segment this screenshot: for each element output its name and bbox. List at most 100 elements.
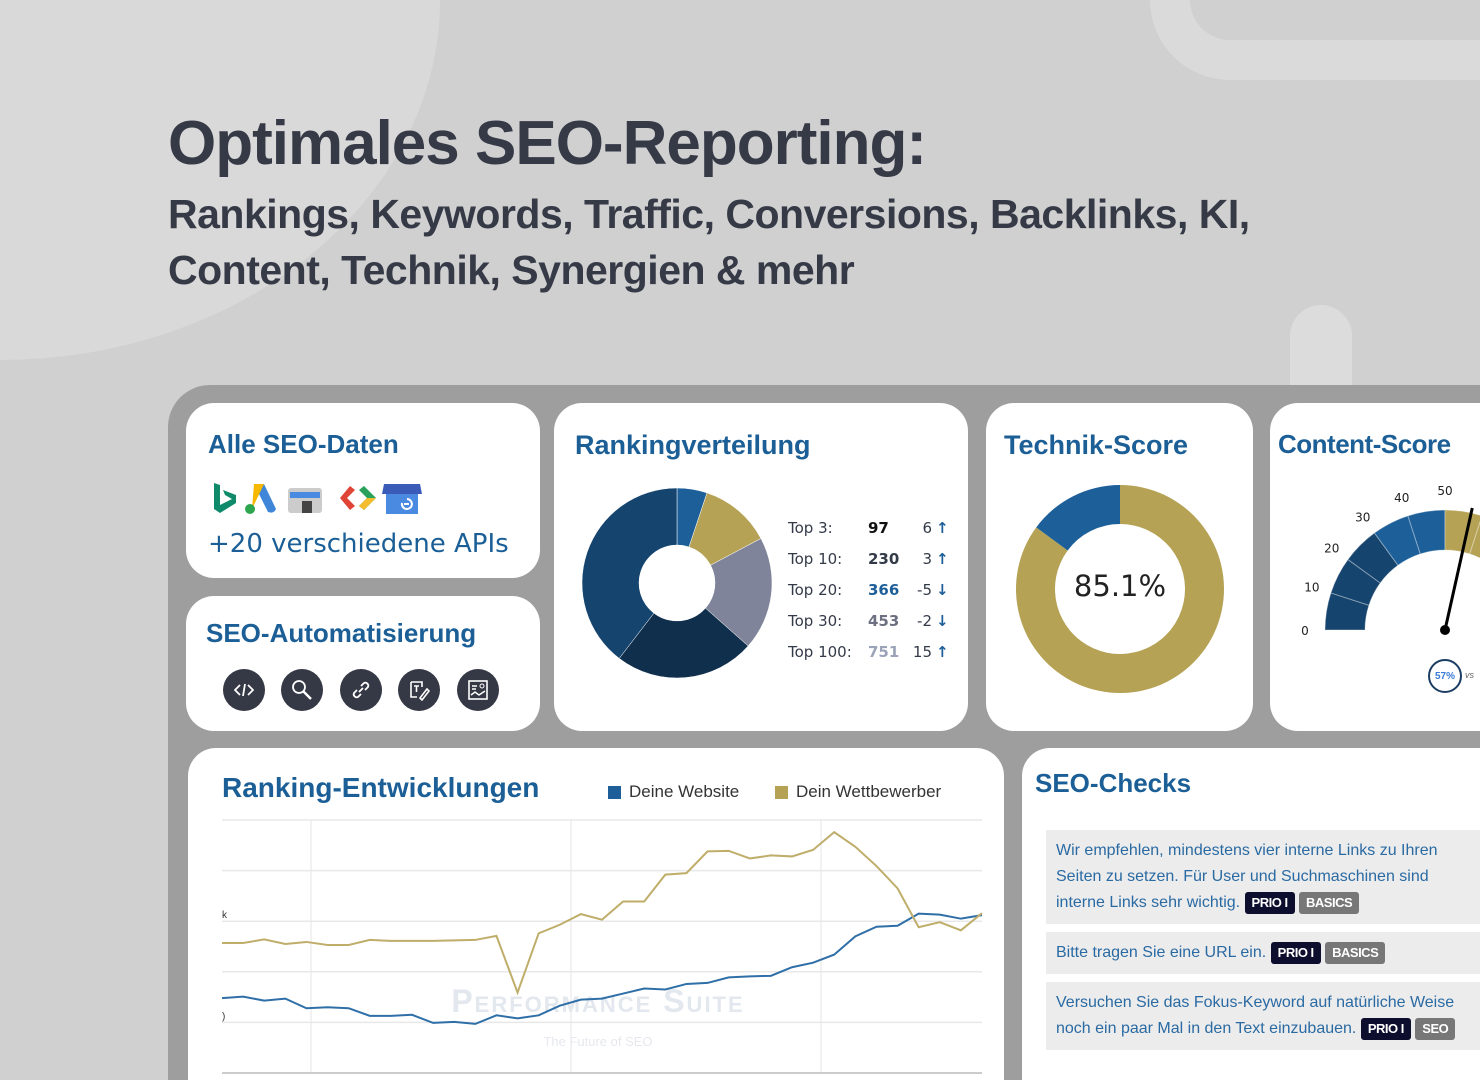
- priority-badge: PRIO I: [1360, 1017, 1411, 1040]
- gauge-tick-label: 0: [1301, 624, 1309, 638]
- score-arc: [1016, 485, 1224, 693]
- gauge-tick-label: 30: [1355, 511, 1370, 525]
- subtitle-line: Rankings, Keywords, Traffic, Conversions…: [168, 191, 1250, 237]
- tag-manager-icon: [340, 486, 376, 510]
- background-decoration: [1290, 305, 1352, 385]
- watermark-subtitle: The Future of SEO: [543, 1034, 652, 1049]
- google-business-icon: [382, 484, 422, 514]
- code-icon[interactable]: [223, 669, 265, 711]
- row-delta: -5: [917, 581, 932, 599]
- check-text: Wir empfehlen, mindestens vier interne L…: [1056, 842, 1438, 911]
- card-title: Rankingverteilung: [575, 430, 811, 460]
- gauge-tick-label: 10: [1304, 581, 1319, 595]
- series-line-competitor: [222, 830, 983, 996]
- card-title: Technik-Score: [1004, 430, 1189, 460]
- pie-slice: [582, 488, 678, 659]
- gauge-segment: [1469, 520, 1480, 559]
- row-label: Top 10:: [788, 550, 843, 568]
- category-badge: BASICS: [1325, 941, 1386, 964]
- link-icon[interactable]: [340, 669, 382, 711]
- ranking-distribution-card: Rankingverteilung Top 3: 97 6 ↑ Top 10: 230 3 ↑…: [554, 403, 968, 731]
- page-title: Optimales SEO-Reporting:: [168, 109, 927, 178]
- seo-check-item[interactable]: Versuchen Sie das Fokus-Keyword auf natü…: [1046, 982, 1480, 1050]
- gauge-segment: [1347, 532, 1399, 584]
- card-title: Alle SEO-Daten: [208, 429, 399, 459]
- technik-donut: [1016, 485, 1224, 693]
- category-badge: BASICS: [1299, 891, 1360, 914]
- arrow-down-icon: ↓: [936, 581, 949, 599]
- row-label: Top 20:: [788, 581, 843, 599]
- gauge-tick-label: 40: [1394, 491, 1409, 505]
- card-title: Content-Score: [1278, 429, 1451, 459]
- row-value: 230: [868, 550, 900, 568]
- page-subtitle: Rankings, Keywords, Traffic, Conversions…: [168, 186, 1250, 298]
- ranking-row: Top 100: 751 15 ↑: [788, 643, 958, 663]
- arrow-up-icon: ↑: [936, 519, 949, 537]
- text-edit-icon[interactable]: [398, 669, 440, 711]
- watermark: Performance Suite: [451, 983, 744, 1019]
- seo-checks-card: SEO-Checks Wir empfehlen, mindestens vie…: [1022, 748, 1480, 1080]
- chart-title: Ranking-Entwicklungen: [222, 772, 540, 803]
- search-analysis-icon[interactable]: [281, 669, 323, 711]
- bing-icon: [214, 483, 236, 513]
- arrow-up-icon: ↑: [936, 643, 949, 661]
- row-value: 366: [868, 581, 900, 599]
- gauge-segment: [1444, 509, 1480, 555]
- remaining-arc: [1036, 485, 1120, 551]
- ranking-pie-chart: [582, 488, 772, 678]
- gauge-segment: [1324, 592, 1370, 631]
- ranking-line-chart: k) Performance Suite The Future of SEO: [221, 819, 983, 1074]
- legend-label: Dein Wettbewerber: [796, 782, 942, 801]
- automation-card: SEO-Automatisierung: [186, 596, 540, 731]
- ranking-row: Top 30: 453 -2 ↓: [788, 612, 958, 632]
- category-badge: SEO: [1415, 1017, 1456, 1040]
- priority-badge: PRIO I: [1270, 941, 1321, 964]
- legend-item-competitor[interactable]: Dein Wettbewerber: [775, 782, 941, 802]
- row-label: Top 100:: [788, 643, 852, 661]
- series-line-website: [221, 912, 983, 1025]
- row-label: Top 3:: [788, 519, 833, 537]
- seo-check-item[interactable]: Wir empfehlen, mindestens vier interne L…: [1046, 830, 1480, 924]
- pie-slice: [705, 538, 772, 647]
- background-decoration: [0, 0, 440, 360]
- legend-swatch: [775, 785, 788, 799]
- seo-checks-list: Wir empfehlen, mindestens vier interne L…: [1046, 830, 1480, 1050]
- needle-pivot: [1440, 625, 1450, 635]
- y-tick-label: k: [222, 910, 228, 921]
- row-delta: 15: [912, 643, 932, 661]
- card-title: SEO-Automatisierung: [206, 618, 477, 648]
- row-delta: -2: [917, 612, 932, 630]
- legend-item-website[interactable]: Deine Website: [608, 782, 739, 802]
- row-value: 453: [868, 612, 900, 630]
- row-value: 97: [868, 519, 889, 537]
- row-value: 751: [868, 643, 900, 661]
- data-sources-card: Alle SEO-Daten +20 verschiedene APIs: [186, 403, 540, 578]
- google-ads-icon: [245, 484, 276, 514]
- card-title: SEO-Checks: [1035, 768, 1192, 798]
- gauge-tick-label: 20: [1324, 542, 1339, 556]
- seo-check-item[interactable]: Bitte tragen Sie eine URL ein. PRIO I BA…: [1046, 932, 1480, 974]
- ranking-row: Top 20: 366 -5 ↓: [788, 581, 958, 601]
- content-gauge: 0 10 20 30 40 50: [1301, 484, 1480, 638]
- background-decoration: [1150, 0, 1480, 80]
- subtitle-line: Content, Technik, Synergien & mehr: [168, 247, 855, 293]
- ranking-development-card: Ranking-Entwicklungen Deine Website Dein…: [188, 748, 1004, 1080]
- priority-badge: PRIO I: [1244, 891, 1295, 914]
- row-delta: 6: [922, 519, 932, 537]
- legend-label: Deine Website: [629, 782, 740, 801]
- technik-score-card: Technik-Score 85.1%: [986, 403, 1253, 731]
- gauge-needle: [1443, 507, 1474, 631]
- pie-slice: [618, 607, 749, 678]
- api-logos: [214, 483, 422, 514]
- check-text: Versuchen Sie das Fokus-Keyword auf natü…: [1056, 994, 1455, 1037]
- ranking-row: Top 3: 97 6 ↑: [788, 519, 958, 539]
- image-report-icon[interactable]: [457, 669, 499, 711]
- content-score-badge: 57%: [1428, 659, 1462, 693]
- legend-swatch: [608, 785, 621, 799]
- technik-score-value: 85.1%: [1073, 569, 1167, 603]
- y-tick-label: ): [222, 1011, 225, 1022]
- ranking-row: Top 10: 230 3 ↑: [788, 550, 958, 570]
- gauge-tick-label: 50: [1437, 484, 1452, 498]
- arrow-down-icon: ↓: [936, 612, 949, 630]
- badge-suffix: vs: [1465, 670, 1474, 680]
